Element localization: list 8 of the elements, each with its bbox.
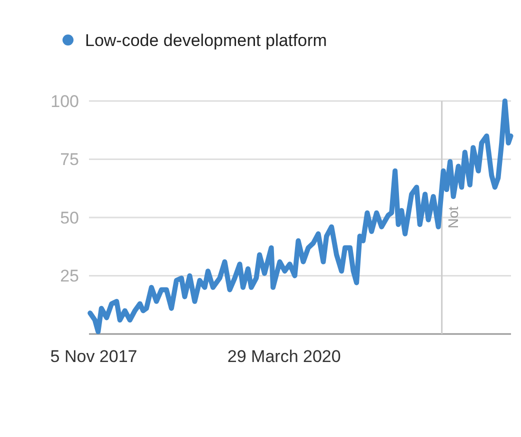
y-tick-label: 25 (60, 266, 79, 286)
legend-label: Low-code development platform (85, 30, 327, 50)
y-tick-label: 75 (60, 150, 79, 170)
ref-line-label: Not (444, 206, 461, 228)
y-tick-label: 100 (50, 92, 79, 111)
y-tick-label: 50 (60, 208, 79, 228)
x-tick-label: 5 Nov 2017 (50, 347, 138, 366)
x-tick-label: 29 March 2020 (227, 347, 341, 366)
